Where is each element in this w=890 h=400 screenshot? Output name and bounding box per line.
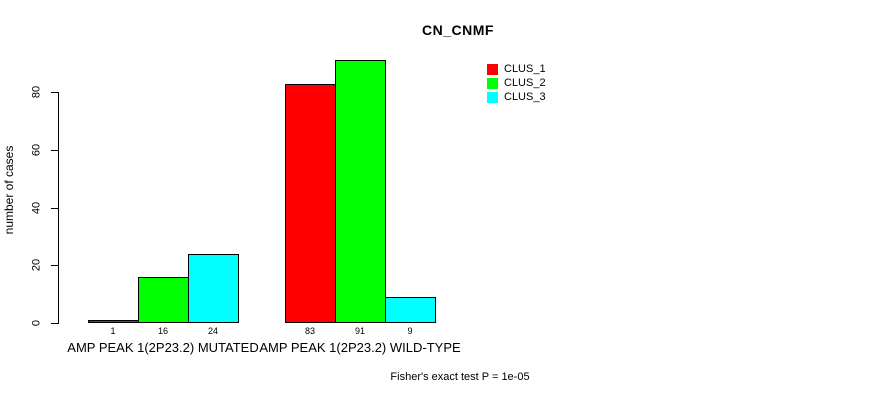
legend-label-clus-1: CLUS_1	[504, 62, 546, 75]
y-tick-label: 20	[30, 259, 43, 272]
legend-row-clus-2: CLUS_2	[487, 76, 546, 90]
category-label: AMP PEAK 1(2P23.2) WILD-TYPE	[259, 340, 461, 355]
bar-value-label: 24	[207, 326, 219, 336]
legend-row-clus-1: CLUS_1	[487, 62, 546, 76]
category-label: AMP PEAK 1(2P23.2) MUTATED	[67, 340, 259, 355]
legend-label-clus-2: CLUS_2	[504, 76, 546, 89]
legend: CLUS_1 CLUS_2 CLUS_3	[487, 62, 546, 104]
y-tick	[51, 92, 58, 94]
chart-title: CN_CNMF	[422, 22, 494, 38]
bar-clus-1-group2	[285, 84, 336, 323]
y-tick-label: 80	[30, 86, 43, 99]
bar-value-label: 9	[407, 326, 413, 336]
legend-swatch-clus-3	[487, 91, 498, 103]
y-tick-label: 60	[30, 143, 43, 157]
bar-clus-2-group1	[138, 277, 189, 323]
bar-clus-3-group1	[188, 254, 239, 323]
legend-swatch-clus-2	[487, 77, 498, 89]
bar-value-label: 91	[354, 326, 366, 336]
bar-value-label: 1	[110, 326, 116, 336]
bar-clus-1-group1	[88, 320, 139, 323]
legend-label-clus-3: CLUS_3	[504, 90, 546, 103]
y-tick	[51, 207, 58, 209]
y-tick-label: 0	[30, 319, 43, 327]
bar-value-label: 83	[304, 326, 316, 336]
bar-value-label: 16	[157, 326, 169, 336]
y-axis-label: number of cases	[2, 145, 16, 235]
y-axis-line	[58, 92, 59, 324]
y-tick	[51, 149, 58, 151]
y-tick	[51, 323, 58, 324]
y-tick	[51, 265, 58, 267]
y-tick-label: 40	[30, 201, 43, 214]
stat-annotation: Fisher's exact test P = 1e-05	[390, 371, 530, 383]
bar-clus-2-group2	[335, 60, 386, 323]
legend-swatch-clus-1	[487, 63, 498, 75]
legend-row-clus-3: CLUS_3	[487, 90, 546, 104]
bar-clus-3-group2	[385, 297, 436, 323]
